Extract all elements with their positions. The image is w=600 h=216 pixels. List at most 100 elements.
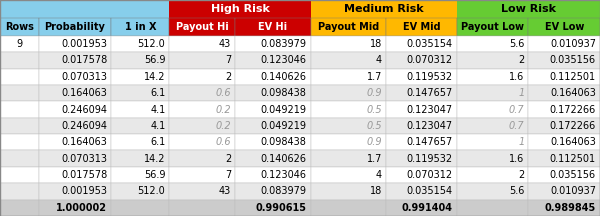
Bar bbox=[0, 134, 39, 151]
Text: 7: 7 bbox=[225, 170, 231, 180]
Bar bbox=[311, 85, 386, 101]
Bar bbox=[386, 200, 457, 216]
Bar bbox=[311, 151, 386, 167]
Bar bbox=[457, 69, 529, 85]
Bar bbox=[39, 118, 111, 134]
Text: 0.123047: 0.123047 bbox=[407, 121, 453, 131]
Bar bbox=[169, 118, 235, 134]
Text: 0.990615: 0.990615 bbox=[256, 203, 307, 213]
Bar bbox=[169, 52, 235, 69]
Text: 0.7: 0.7 bbox=[509, 105, 524, 114]
Bar bbox=[529, 134, 600, 151]
Text: 4.1: 4.1 bbox=[150, 121, 166, 131]
Text: 0.164063: 0.164063 bbox=[61, 137, 107, 147]
Text: 0.172266: 0.172266 bbox=[550, 105, 596, 114]
Bar bbox=[457, 0, 600, 18]
Bar bbox=[235, 134, 311, 151]
Bar bbox=[39, 18, 111, 36]
Bar bbox=[111, 101, 169, 118]
Bar bbox=[169, 151, 235, 167]
Bar bbox=[529, 18, 600, 36]
Text: 0.164063: 0.164063 bbox=[550, 137, 596, 147]
Bar bbox=[169, 36, 235, 52]
Bar bbox=[386, 151, 457, 167]
Bar bbox=[39, 69, 111, 85]
Text: Probability: Probability bbox=[44, 22, 106, 32]
Text: 4: 4 bbox=[376, 170, 382, 180]
Bar bbox=[0, 52, 39, 69]
Bar bbox=[111, 69, 169, 85]
Text: 0.246094: 0.246094 bbox=[61, 121, 107, 131]
Bar bbox=[235, 200, 311, 216]
Bar bbox=[39, 101, 111, 118]
Bar bbox=[529, 167, 600, 183]
Text: EV Mid: EV Mid bbox=[403, 22, 440, 32]
Text: 5.6: 5.6 bbox=[509, 39, 524, 49]
Text: 0.035156: 0.035156 bbox=[550, 170, 596, 180]
Text: 0.123046: 0.123046 bbox=[260, 170, 307, 180]
Text: 1.7: 1.7 bbox=[367, 72, 382, 82]
Text: 0.070313: 0.070313 bbox=[61, 154, 107, 164]
Bar bbox=[39, 151, 111, 167]
Text: 0.010937: 0.010937 bbox=[550, 186, 596, 196]
Bar bbox=[235, 36, 311, 52]
Text: 1: 1 bbox=[518, 137, 524, 147]
Bar bbox=[169, 183, 235, 200]
Text: 0.246094: 0.246094 bbox=[61, 105, 107, 114]
Text: 0.001953: 0.001953 bbox=[61, 186, 107, 196]
Bar bbox=[529, 85, 600, 101]
Text: 0.035154: 0.035154 bbox=[407, 186, 453, 196]
Text: 0.172266: 0.172266 bbox=[550, 121, 596, 131]
Bar bbox=[386, 52, 457, 69]
Bar bbox=[386, 69, 457, 85]
Bar bbox=[457, 101, 529, 118]
Bar bbox=[386, 101, 457, 118]
Text: 0.9: 0.9 bbox=[367, 137, 382, 147]
Bar bbox=[457, 18, 529, 36]
Text: 0.7: 0.7 bbox=[509, 121, 524, 131]
Text: 18: 18 bbox=[370, 39, 382, 49]
Text: 0.070313: 0.070313 bbox=[61, 72, 107, 82]
Text: 5.6: 5.6 bbox=[509, 186, 524, 196]
Text: 0.123046: 0.123046 bbox=[260, 55, 307, 65]
Bar bbox=[457, 151, 529, 167]
Bar bbox=[111, 36, 169, 52]
Bar bbox=[111, 183, 169, 200]
Text: 512.0: 512.0 bbox=[137, 39, 166, 49]
Text: 56.9: 56.9 bbox=[144, 170, 166, 180]
Text: 0.164063: 0.164063 bbox=[550, 88, 596, 98]
Bar bbox=[457, 167, 529, 183]
Bar bbox=[386, 134, 457, 151]
Text: EV Hi: EV Hi bbox=[259, 22, 287, 32]
Bar bbox=[235, 167, 311, 183]
Text: 0.112501: 0.112501 bbox=[550, 72, 596, 82]
Bar bbox=[235, 18, 311, 36]
Bar bbox=[169, 134, 235, 151]
Text: 18: 18 bbox=[370, 186, 382, 196]
Bar bbox=[311, 69, 386, 85]
Bar bbox=[311, 167, 386, 183]
Bar bbox=[235, 118, 311, 134]
Text: 0.112501: 0.112501 bbox=[550, 154, 596, 164]
Text: 1.7: 1.7 bbox=[367, 154, 382, 164]
Text: 0.5: 0.5 bbox=[367, 121, 382, 131]
Bar bbox=[111, 118, 169, 134]
Text: 0.049219: 0.049219 bbox=[260, 121, 307, 131]
Text: 14.2: 14.2 bbox=[144, 154, 166, 164]
Bar bbox=[529, 36, 600, 52]
Text: 0.989845: 0.989845 bbox=[545, 203, 596, 213]
Text: 0.017578: 0.017578 bbox=[61, 170, 107, 180]
Text: 43: 43 bbox=[219, 186, 231, 196]
Bar bbox=[311, 0, 457, 18]
Bar bbox=[0, 36, 39, 52]
Bar bbox=[386, 18, 457, 36]
Text: EV Low: EV Low bbox=[545, 22, 584, 32]
Text: 0.017578: 0.017578 bbox=[61, 55, 107, 65]
Bar bbox=[529, 69, 600, 85]
Text: 0.2: 0.2 bbox=[215, 105, 231, 114]
Bar bbox=[39, 85, 111, 101]
Bar bbox=[0, 183, 39, 200]
Bar bbox=[39, 36, 111, 52]
Bar bbox=[235, 69, 311, 85]
Bar bbox=[111, 52, 169, 69]
